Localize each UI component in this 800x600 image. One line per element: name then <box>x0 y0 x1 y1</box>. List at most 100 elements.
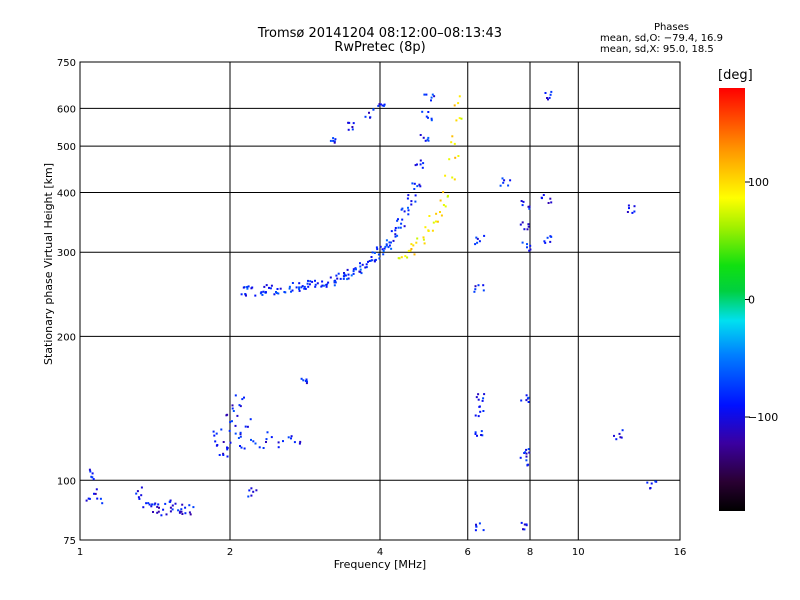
echo-point <box>627 204 630 207</box>
echo-point <box>354 267 357 270</box>
y-tick-label: 400 <box>57 188 76 199</box>
echo-point <box>288 287 291 290</box>
echo-point <box>410 203 413 206</box>
echo-point <box>298 282 301 285</box>
echo-point <box>250 494 253 497</box>
echo-point <box>298 442 301 445</box>
echo-point <box>453 178 456 181</box>
echo-point <box>475 236 478 239</box>
echo-point <box>451 135 454 138</box>
echo-point <box>436 220 439 223</box>
echo-point <box>347 128 350 131</box>
echo-point <box>407 194 410 197</box>
echo-point <box>381 104 384 107</box>
echo-point <box>477 398 480 401</box>
echo-point <box>93 492 95 495</box>
y-tick-label: 600 <box>57 104 76 115</box>
echo-point <box>220 428 223 431</box>
echo-point <box>385 244 388 247</box>
echo-point <box>543 240 546 243</box>
echo-point <box>359 270 362 273</box>
echo-point <box>474 414 477 417</box>
echo-point <box>482 284 485 287</box>
echo-point <box>85 499 88 502</box>
echo-point <box>440 214 443 217</box>
echo-point <box>283 291 286 293</box>
echo-point <box>411 182 414 185</box>
echo-point <box>474 431 477 434</box>
echo-point <box>451 176 454 179</box>
echo-point <box>325 283 328 286</box>
echo-point <box>400 208 403 211</box>
echo-point <box>525 459 528 462</box>
echo-point <box>137 496 140 499</box>
echo-point <box>526 243 528 246</box>
echo-point <box>309 280 312 283</box>
echo-point <box>522 200 525 203</box>
echo-point <box>521 241 524 244</box>
echo-point <box>218 454 221 456</box>
echo-point <box>374 258 377 261</box>
echo-point <box>156 511 159 514</box>
chart-subtitle: RwPretec (8p) <box>334 40 426 55</box>
echo-point <box>368 111 370 114</box>
echo-point <box>335 274 338 277</box>
echo-point <box>378 257 381 260</box>
echo-point <box>424 139 427 142</box>
echo-point <box>483 234 486 237</box>
echo-point <box>460 117 463 120</box>
echo-point <box>619 436 622 439</box>
echo-point <box>422 236 425 239</box>
echo-point <box>370 259 373 262</box>
echo-point <box>348 121 351 124</box>
echo-point <box>400 256 403 259</box>
phase-stats-heading: Phases <box>653 22 690 33</box>
echo-point <box>427 139 430 142</box>
echo-point <box>295 286 298 289</box>
echo-point <box>351 126 354 128</box>
echo-point <box>385 243 388 246</box>
echo-point <box>379 103 382 106</box>
echo-point <box>388 241 391 244</box>
echo-point <box>252 490 255 493</box>
echo-point <box>409 249 412 252</box>
echo-point <box>364 266 367 269</box>
echo-point <box>528 451 531 454</box>
echo-point <box>527 448 530 451</box>
echo-point <box>482 397 485 400</box>
echo-point <box>302 379 305 382</box>
echo-point <box>333 280 336 283</box>
echo-point <box>475 525 478 528</box>
echo-point <box>525 394 528 397</box>
echo-point <box>298 286 301 289</box>
echo-point <box>333 141 336 144</box>
echo-point <box>252 440 255 443</box>
echo-point <box>165 513 168 516</box>
echo-point <box>89 470 92 473</box>
echo-point <box>435 212 438 215</box>
y-tick-label: 200 <box>57 332 76 343</box>
echo-point <box>91 476 94 479</box>
echo-point <box>646 481 649 484</box>
echo-point <box>164 502 167 505</box>
echo-point <box>247 495 250 498</box>
echo-point <box>148 503 151 506</box>
echo-point <box>423 93 426 96</box>
echo-point <box>88 468 91 471</box>
echo-point <box>152 511 154 513</box>
echo-point <box>435 220 437 223</box>
echo-point <box>352 272 355 275</box>
echo-point <box>360 272 363 275</box>
x-axis-label: Frequency [MHz] <box>333 558 427 571</box>
echo-point <box>416 185 419 188</box>
echo-point <box>457 102 460 105</box>
echo-point <box>228 429 231 432</box>
echo-point <box>383 104 385 107</box>
echo-point <box>352 122 355 125</box>
echo-point <box>399 226 402 229</box>
echo-point <box>406 197 409 200</box>
echo-point <box>136 490 139 493</box>
echo-point <box>430 119 433 122</box>
echo-point <box>259 292 262 295</box>
